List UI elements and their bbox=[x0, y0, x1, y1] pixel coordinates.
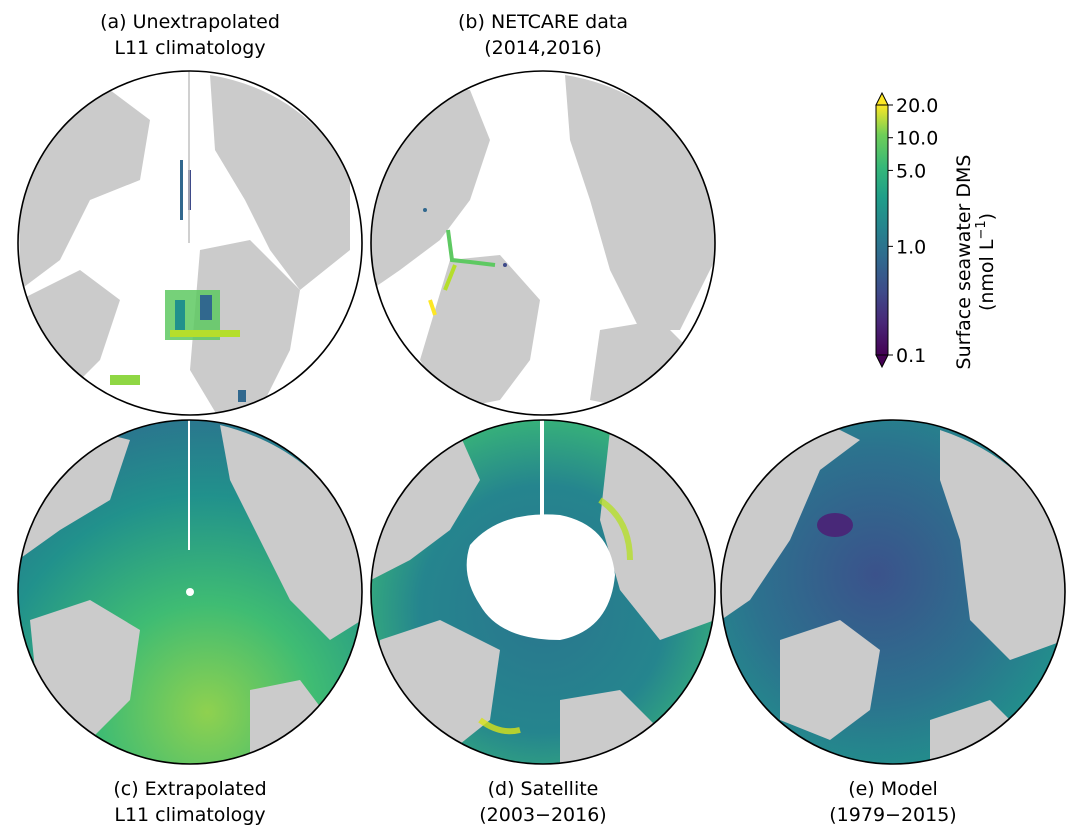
panel-e-map bbox=[721, 420, 1065, 764]
panel-a-land-eurasia bbox=[210, 75, 350, 290]
panel-c-title-line1: (c) Extrapolated bbox=[113, 778, 266, 800]
panel-c-title-line2: L11 climatology bbox=[114, 804, 265, 826]
panel-a-map bbox=[18, 71, 362, 415]
panel-a: (a) Unextrapolated L11 climatology bbox=[17, 11, 363, 416]
panel-b-title-line2: (2014,2016) bbox=[484, 37, 602, 59]
panel-b-title-line1: (b) NETCARE data bbox=[458, 11, 628, 33]
panel-d-ice-mask bbox=[466, 514, 615, 640]
colorbar-tick-label: 10.0 bbox=[896, 128, 938, 150]
colorbar-extend-min bbox=[875, 354, 889, 369]
panel-b-map bbox=[371, 71, 715, 415]
panel-a-title-line2: L11 climatology bbox=[114, 37, 265, 59]
colorbar-tick-label: 1.0 bbox=[896, 236, 926, 258]
panel-b: (b) NETCARE data (2014,2016) bbox=[370, 11, 716, 416]
colorbar-extend-max bbox=[875, 91, 889, 106]
panel-d-land-eurasia bbox=[600, 430, 715, 640]
panel-c-land-eurasia bbox=[220, 425, 362, 640]
panel-d: (d) Satellite (2003−2016) bbox=[370, 419, 716, 826]
colorbar-tick-label: 0.1 bbox=[896, 345, 926, 367]
panel-e: (e) Model (1979−2015) bbox=[720, 419, 1066, 826]
panel-b-land-greenland bbox=[420, 255, 540, 410]
panel-d-title-line2: (2003−2016) bbox=[479, 804, 606, 826]
panel-d-boundary bbox=[370, 419, 716, 765]
panel-b-land-eurasia bbox=[565, 75, 715, 330]
panel-e-land-greenland bbox=[780, 620, 880, 740]
colorbar-label-line2: (nmol L−1) bbox=[974, 213, 998, 311]
colorbar-label-unit-exp: −1 bbox=[974, 220, 989, 239]
panel-c-boundary bbox=[17, 419, 363, 765]
colorbar-bar bbox=[875, 104, 889, 356]
panel-a-title-line1: (a) Unextrapolated bbox=[100, 11, 280, 33]
panel-e-boundary bbox=[720, 419, 1066, 765]
panel-d-title-line1: (d) Satellite bbox=[488, 778, 599, 800]
panel-e-title-line2: (1979−2015) bbox=[829, 804, 956, 826]
colorbar-tick-label: 20.0 bbox=[896, 95, 938, 117]
panel-e-title-line1: (e) Model bbox=[848, 778, 938, 800]
panel-e-land-eurasia bbox=[940, 430, 1065, 660]
panel-b-track-data bbox=[423, 208, 507, 316]
panel-c-map bbox=[18, 420, 362, 764]
colorbar-label-unit-close: ) bbox=[976, 213, 998, 220]
colorbar-tick-label: 5.0 bbox=[896, 160, 926, 182]
panel-c: (c) Extrapolated L11 climatology bbox=[17, 419, 363, 826]
colorbar-label-unit: (nmol L bbox=[976, 239, 998, 311]
panel-b-land-europe bbox=[590, 320, 700, 410]
colorbar-ticks: 20.0 10.0 5.0 1.0 0.1 bbox=[888, 95, 938, 367]
colorbar: 20.0 10.0 5.0 1.0 0.1 Surface seawater DMS (… bbox=[875, 91, 998, 370]
panel-b-boundary bbox=[370, 70, 716, 416]
colorbar-label-line1: Surface seawater DMS bbox=[953, 155, 975, 370]
panel-a-track-data bbox=[110, 160, 246, 402]
panel-a-land-europe bbox=[190, 240, 300, 415]
panel-a-boundary bbox=[17, 70, 363, 416]
panel-d-map bbox=[371, 420, 715, 764]
